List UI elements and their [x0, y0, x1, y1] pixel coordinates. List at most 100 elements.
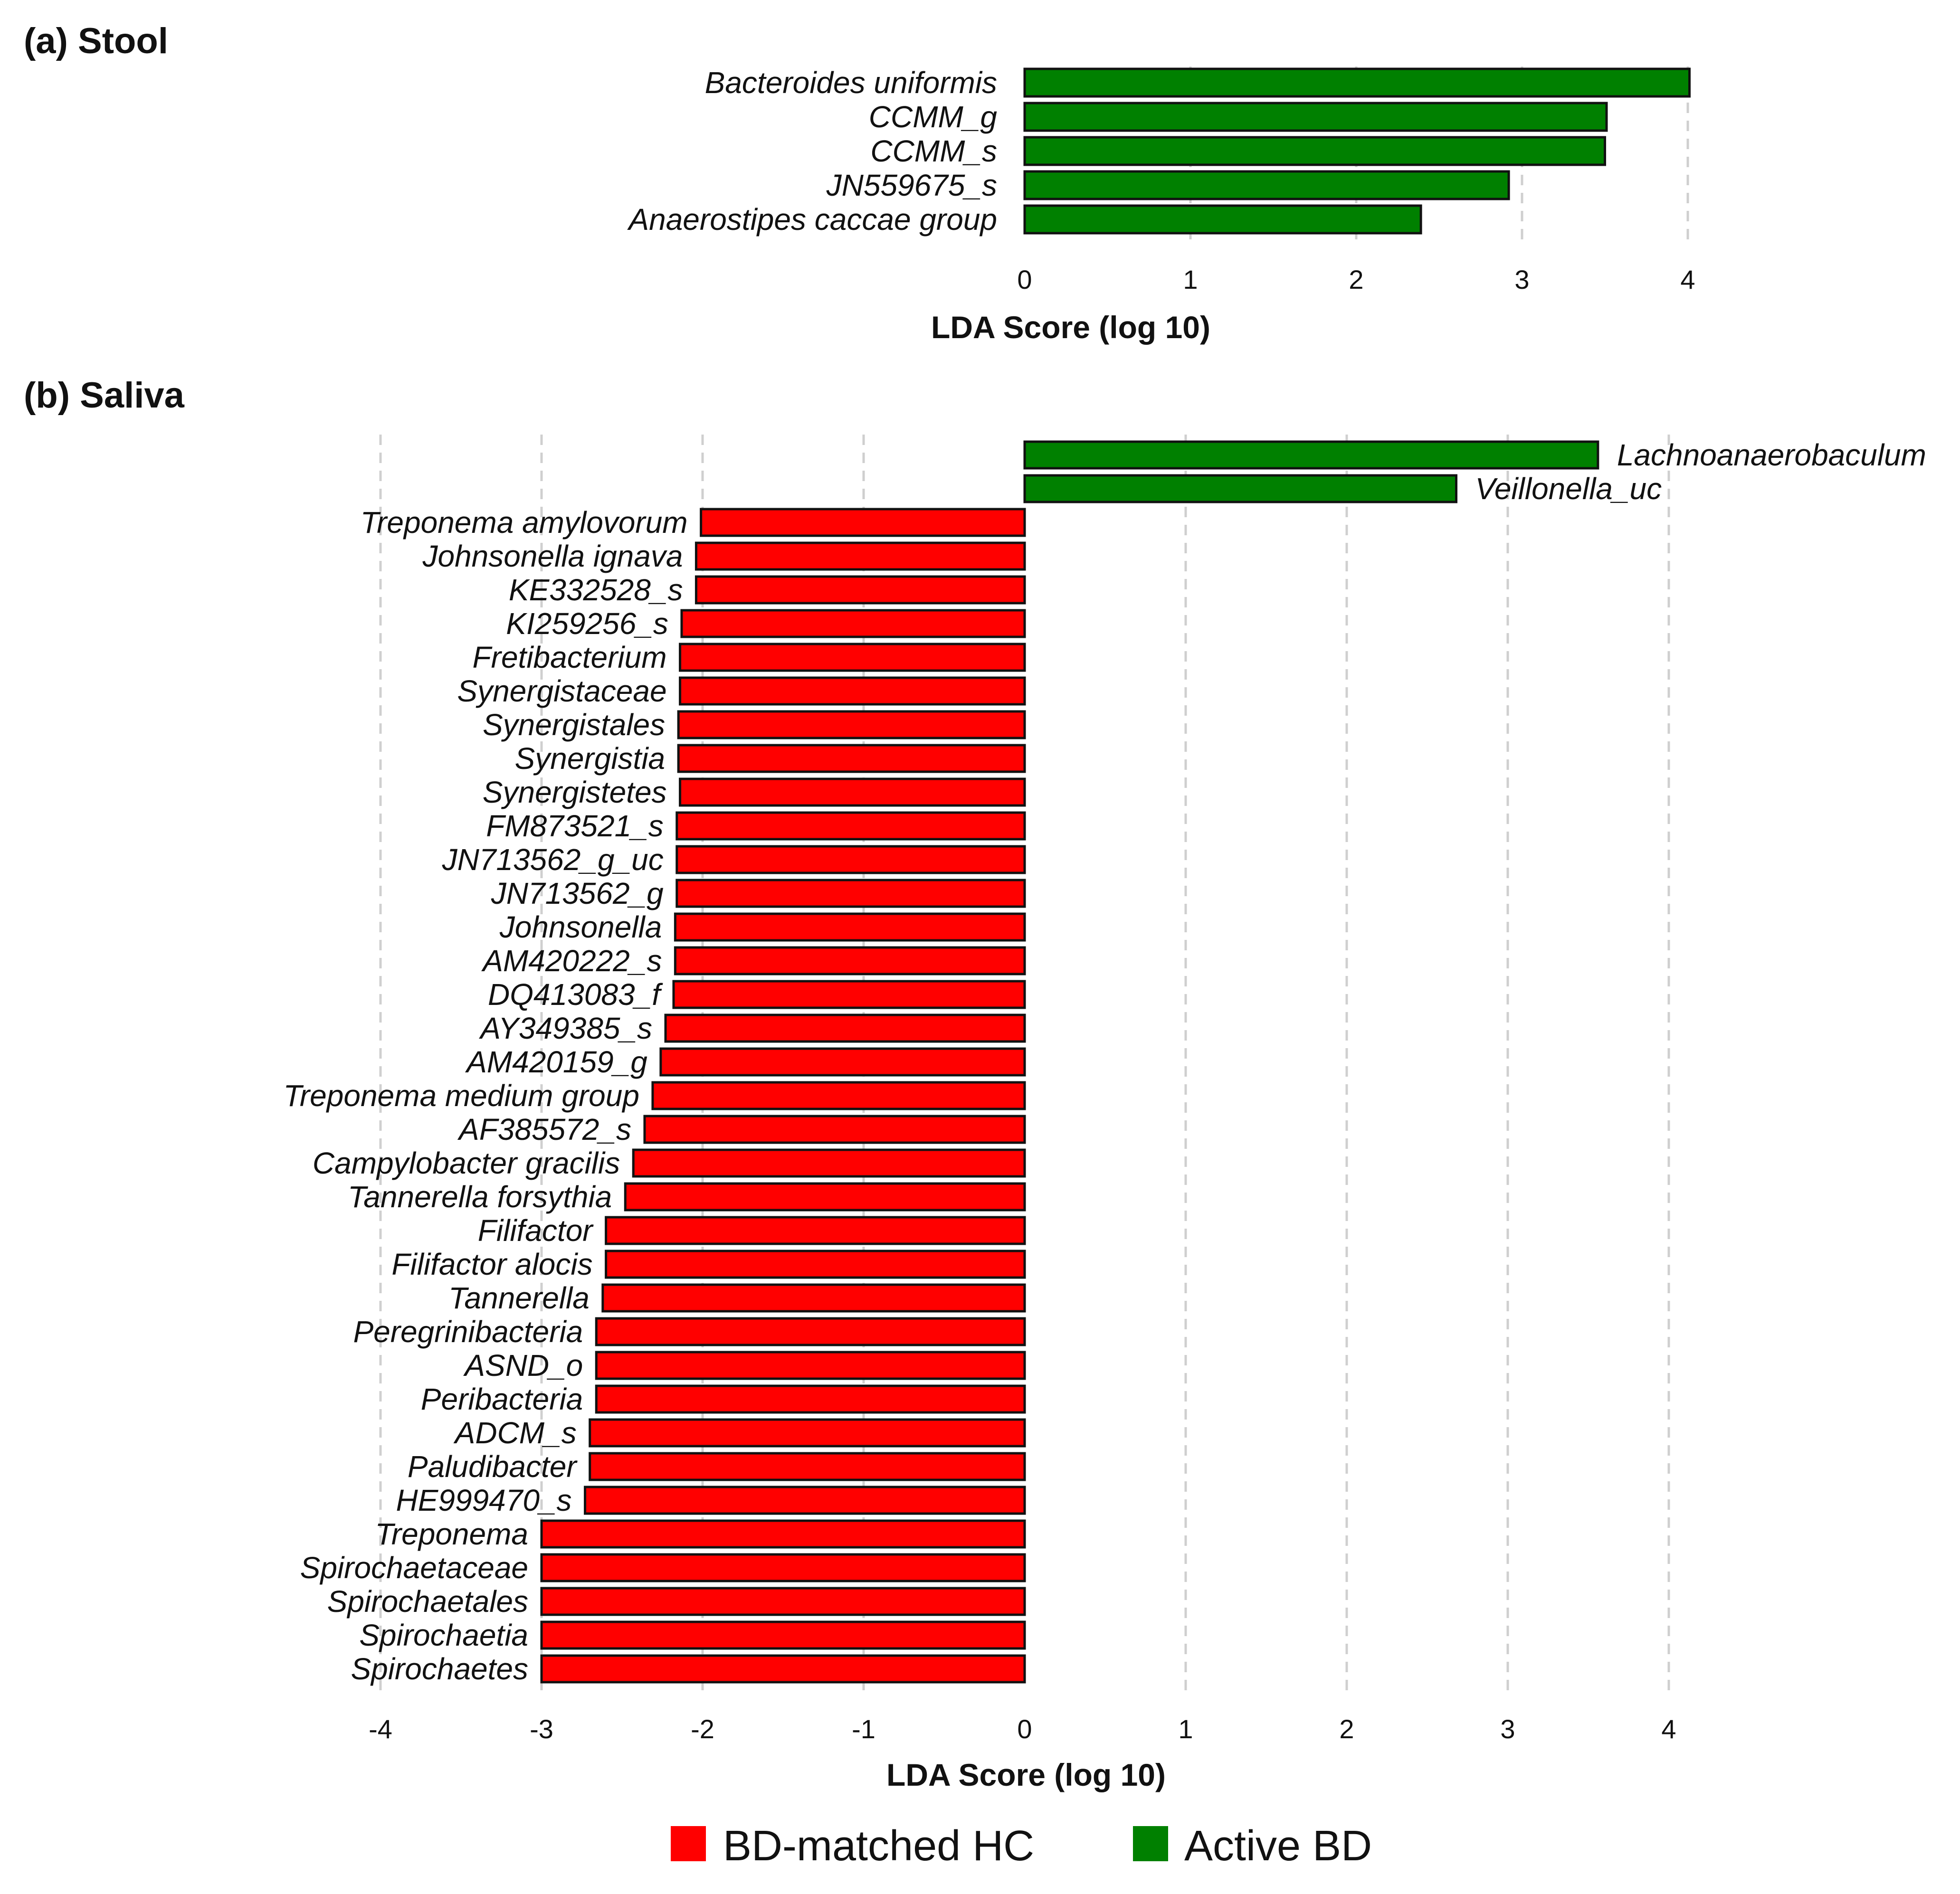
saliva-bar-treponema-amylovorum [700, 508, 1026, 537]
saliva-bar-fretibacterium [679, 643, 1026, 672]
legend-label-hc: BD-matched HC [723, 1822, 1034, 1870]
saliva-bar-spirochaetes [540, 1654, 1026, 1684]
stool-x-axis-title: LDA Score (log 10) [931, 310, 1210, 345]
stool-bars [1023, 67, 1691, 235]
saliva-bar-synergistaceae [679, 676, 1026, 706]
saliva-category-label: Johnsonella [499, 910, 662, 944]
saliva-category-label: AF385572_s [457, 1112, 631, 1146]
saliva-bar-ay349385-s [664, 1013, 1026, 1043]
saliva-bar-asnd-o [595, 1351, 1026, 1380]
saliva-bar-peribacteria [595, 1384, 1026, 1414]
saliva-bar-jn713562-g [676, 879, 1026, 908]
saliva-category-label: FM873521_s [486, 809, 664, 843]
saliva-bar-am420222-s [674, 946, 1026, 975]
saliva-category-label: Tannerella [448, 1281, 590, 1315]
stool-x-tick-label: 3 [1514, 265, 1529, 294]
saliva-category-label: Lachnoanaerobaculum [1617, 438, 1926, 472]
saliva-bar-synergistales [677, 710, 1026, 739]
saliva-bar-peregrinibacteria [595, 1317, 1026, 1346]
saliva-category-label: Filifactor alocis [391, 1247, 592, 1281]
saliva-bar-ki259256-s [680, 609, 1026, 638]
stool-panel: (a) Stool Bacteroides uniformisCCMM_gCCM… [24, 21, 1695, 345]
stool-category-label: Bacteroides uniformis [705, 66, 997, 100]
saliva-bar-filifactor [605, 1216, 1026, 1245]
saliva-bar-dq413083-f [672, 980, 1026, 1009]
stool-category-label: CCMM_s [870, 134, 997, 168]
saliva-category-label: Tannerella forsythia [348, 1180, 612, 1214]
saliva-bar-synergistetes [679, 777, 1026, 807]
saliva-bar-ke332528-s [695, 575, 1026, 605]
saliva-category-label: JN713562_g_uc [442, 843, 664, 877]
stool-x-ticks: 0 1 2 3 4 [1017, 265, 1695, 294]
legend: BD-matched HC Active BD [671, 1822, 1372, 1870]
saliva-category-label: Spirochaetaceae [300, 1551, 528, 1585]
stool-bar-ccmm-g [1023, 102, 1608, 132]
saliva-x-tick-label: 0 [1017, 1714, 1032, 1744]
stool-bar-anaerostipes-caccae-group [1023, 204, 1422, 235]
saliva-category-label: AY349385_s [478, 1011, 652, 1045]
saliva-bar-lachnoanaerobaculum [1023, 440, 1599, 470]
saliva-category-label: HE999470_s [396, 1483, 571, 1517]
saliva-bar-spirochaetia [540, 1620, 1026, 1650]
stool-category-label: Anaerostipes caccae group [627, 202, 997, 237]
saliva-bar-campylobacter-gracilis [632, 1148, 1026, 1178]
saliva-x-tick-label: 2 [1339, 1714, 1354, 1744]
saliva-x-ticks: -4 -3 -2 -1 0 1 2 3 4 [369, 1714, 1676, 1744]
saliva-bar-spirochaetales [540, 1587, 1026, 1616]
saliva-bar-tannerella-forsythia [624, 1182, 1026, 1212]
stool-x-tick-label: 0 [1017, 265, 1032, 294]
saliva-category-label: Fretibacterium [473, 640, 667, 674]
saliva-category-label: DQ413083_f [488, 977, 663, 1012]
saliva-bar-he999470-s [584, 1486, 1026, 1515]
saliva-category-label: ASND_o [463, 1348, 583, 1383]
saliva-bar-tannerella [601, 1283, 1026, 1313]
saliva-x-tick-label: 1 [1178, 1714, 1193, 1744]
saliva-category-label: Synergistetes [483, 775, 667, 809]
saliva-category-label: Campylobacter gracilis [313, 1146, 620, 1180]
saliva-bar-adcm-s [589, 1418, 1026, 1448]
saliva-x-tick-label: -4 [369, 1714, 392, 1744]
saliva-category-label: Treponema medium group [284, 1079, 639, 1113]
saliva-bar-johnsonella [674, 912, 1026, 942]
saliva-bar-synergistia [677, 744, 1026, 773]
saliva-x-tick-label: -1 [852, 1714, 875, 1744]
saliva-x-tick-label: 3 [1500, 1714, 1515, 1744]
saliva-category-label: Synergistaceae [457, 674, 666, 708]
saliva-bar-fm873521-s [676, 811, 1026, 841]
saliva-category-label: AM420222_s [481, 944, 662, 978]
saliva-x-tick-label: 4 [1661, 1714, 1676, 1744]
saliva-category-label: Treponema [375, 1517, 528, 1551]
saliva-x-tick-label: -3 [530, 1714, 553, 1744]
saliva-bar-paludibacter [589, 1452, 1026, 1481]
stool-x-tick-label: 1 [1183, 265, 1198, 294]
stool-x-tick-label: 2 [1349, 265, 1363, 294]
stool-bar-ccmm-s [1023, 136, 1606, 166]
saliva-bar-af385572-s [643, 1115, 1026, 1144]
saliva-category-label: Synergistia [515, 741, 666, 776]
saliva-x-tick-label: -2 [691, 1714, 714, 1744]
stool-category-labels: Bacteroides uniformisCCMM_gCCMM_sJN55967… [627, 66, 997, 237]
saliva-category-label: Spirochaetia [359, 1618, 528, 1652]
saliva-category-label: Spirochaetes [351, 1652, 528, 1686]
saliva-category-label: Filifactor [478, 1213, 594, 1248]
saliva-bar-veillonella-uc [1023, 474, 1458, 503]
stool-x-tick-label: 4 [1680, 265, 1695, 294]
saliva-category-label: Treponema amylovorum [361, 505, 688, 540]
saliva-bar-johnsonella-ignava [695, 541, 1026, 571]
saliva-category-label: ADCM_s [453, 1416, 577, 1450]
saliva-category-label: Paludibacter [408, 1449, 578, 1484]
saliva-x-axis-title: LDA Score (log 10) [886, 1757, 1166, 1792]
saliva-bar-am420159-g [659, 1047, 1026, 1077]
saliva-bar-treponema [540, 1519, 1026, 1549]
legend-swatch-bd [1133, 1826, 1168, 1861]
saliva-category-label: Peregrinibacteria [353, 1315, 583, 1349]
saliva-panel: (b) Saliva LachnoanaerobaculumVeillonell… [24, 375, 1926, 1792]
saliva-category-label: KI259256_s [506, 606, 668, 641]
stool-category-label: JN559675_s [826, 168, 997, 202]
stool-bar-bacteroides-uniformis [1023, 67, 1691, 98]
saliva-category-label: JN713562_g [491, 876, 664, 910]
saliva-panel-title: (b) Saliva [24, 375, 185, 416]
saliva-category-label: Peribacteria [421, 1382, 583, 1416]
saliva-bar-jn713562-g-uc [676, 845, 1026, 874]
